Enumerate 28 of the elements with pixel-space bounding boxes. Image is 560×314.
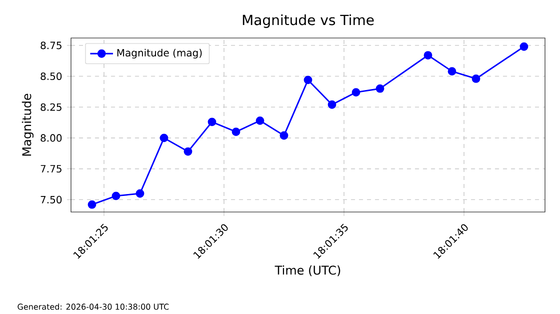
- legend-label: Magnitude (mag): [117, 48, 202, 58]
- point: [280, 131, 288, 140]
- point: [88, 200, 96, 209]
- point: [328, 100, 336, 109]
- point: [376, 84, 384, 93]
- point: [472, 74, 480, 83]
- point: [136, 189, 144, 198]
- text: Generated: 2026-04-30 10:38:00 UTC: [18, 304, 169, 310]
- point: [352, 88, 360, 96]
- point: [520, 42, 528, 51]
- y-tick-label: 7.50: [40, 196, 62, 204]
- y-axis-title: Magnitude: [22, 94, 34, 156]
- point: [112, 192, 120, 200]
- x-axis-title: Time (UTC): [274, 265, 340, 276]
- y-tick-label: 8.00: [40, 134, 62, 142]
- y-tick-label: 8.25: [40, 103, 62, 111]
- point: [160, 134, 168, 142]
- y-tick-label: 8.75: [40, 42, 62, 50]
- point: [304, 76, 312, 84]
- point: [208, 118, 216, 126]
- y-tick-label: 7.75: [40, 165, 62, 173]
- point: [424, 51, 432, 60]
- y-tick-label: 8.50: [40, 72, 62, 80]
- point: [256, 116, 264, 125]
- point: [184, 147, 192, 156]
- chart-title: Magnitude vs Time: [242, 14, 374, 28]
- point: [232, 128, 240, 136]
- point: [448, 67, 456, 76]
